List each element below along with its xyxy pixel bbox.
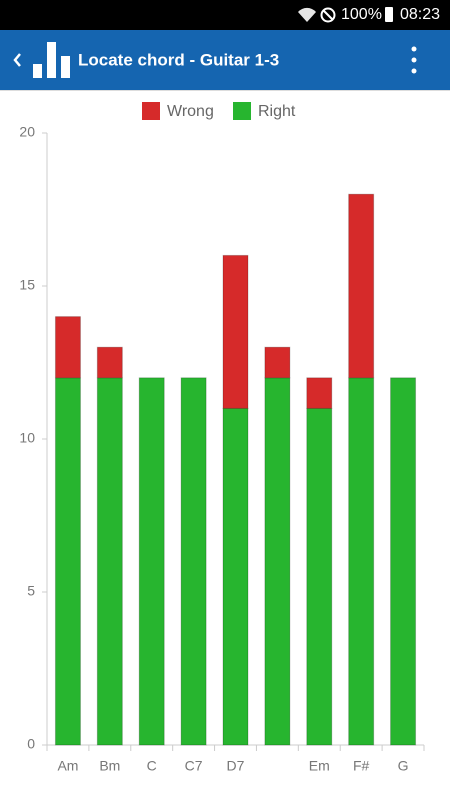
app-title: Locate chord - Guitar 1-3 [78,50,279,69]
bar-segment [180,377,207,746]
app-bar [0,30,450,90]
x-tick-label: Am [57,758,78,774]
x-tick-label: F# [353,758,370,774]
bar-segment [348,377,375,746]
clock: 08:23 [400,6,440,23]
bar-segment [348,193,375,379]
status-icons [298,7,393,23]
x-tick-label: G [398,758,409,774]
battery-level: 100% [341,6,382,23]
bar-segment [264,346,291,379]
status-bar [0,0,450,30]
menu-button[interactable] [411,46,417,74]
x-tick-label: D7 [227,758,245,774]
bar-segment [306,377,333,409]
bar-segment [264,377,291,746]
legend-label: Right [258,103,296,120]
bar-segment [54,377,81,746]
y-tick-label: 0 [27,736,35,752]
legend-swatch [233,102,251,120]
bar-segment [96,346,123,379]
bar-segment [222,254,249,409]
bar-segment [390,377,417,746]
bar-segment [138,377,165,746]
chart: Wrong Right 0 5 10 15 20 Am Bm C C7 D7 Em F# G [19,102,425,774]
x-tick-label: Bm [99,758,120,774]
y-tick-label: 5 [27,583,35,599]
app-icon [33,42,70,78]
x-tick-label: C7 [185,758,203,774]
bar-segment [306,407,333,746]
y-tick-label: 10 [19,430,35,446]
back-button[interactable] [13,53,21,67]
x-tick-label: C [147,758,157,774]
legend-swatch [142,102,160,120]
bar-segment [96,377,123,746]
y-tick-label: 20 [19,124,35,140]
bar-segment [54,316,81,379]
y-tick-label: 15 [19,277,35,293]
x-tick-label: Em [309,758,330,774]
bar-segment [222,407,249,746]
legend-label: Wrong [167,103,214,120]
